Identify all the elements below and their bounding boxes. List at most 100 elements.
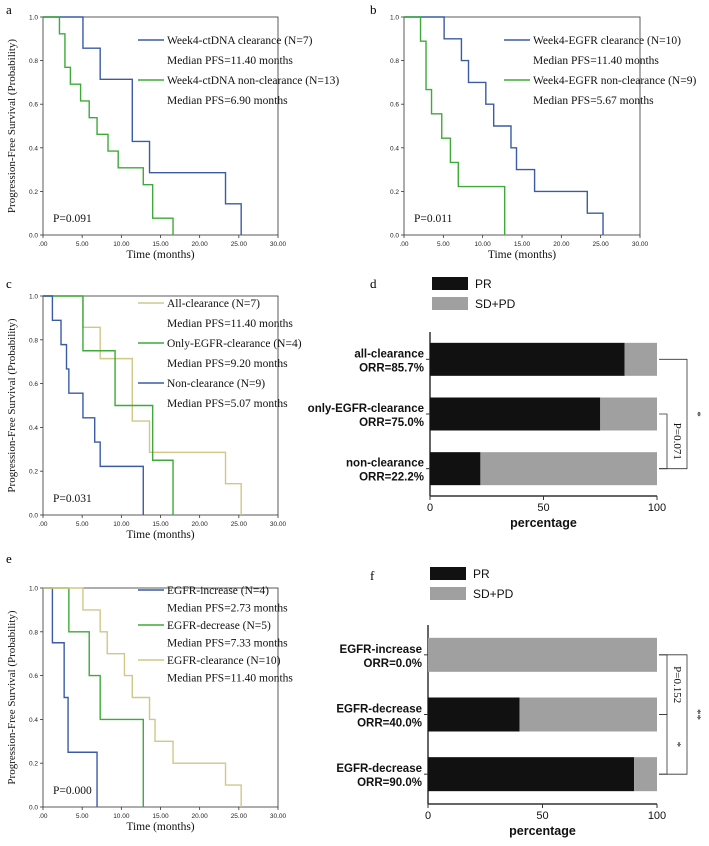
p-value-e: P=0.000 [53,785,92,797]
x-tick-label-e: 25.00 [231,813,248,820]
legend-median-c-0: Median PFS=11.40 months [167,318,293,330]
category-label-d-0: all-clearance [354,348,424,360]
km-curve-a-1 [43,16,174,235]
panel-letter-b: b [370,2,377,17]
significance-bracket-f-2 [659,714,668,775]
significance-bracket-f-0 [659,654,688,775]
y-tick-label-b: 1.0 [390,15,399,22]
km-curve-c-1 [43,295,174,515]
y-tick-label-a: 0.0 [29,233,38,240]
legend-swatch-f-0 [430,567,466,580]
y-tick-label-c: 1.0 [29,294,38,301]
x-tick-label-b: 15.00 [514,241,531,248]
legend-label-f-1: SD+PD [473,587,514,601]
km-curve-e-1 [43,587,144,807]
p-value-a: P=0.091 [53,213,92,225]
km-curve-e-0 [43,587,98,807]
x-axis-label-c: Time (months) [126,529,194,541]
legend-median-e-2: Median PFS=11.40 months [167,673,293,685]
y-tick-label-c: 0.6 [29,381,38,388]
y-tick-label-a: 1.0 [29,15,38,22]
significance-label-f-2: * [671,742,683,748]
bar-sdpd-f-0 [428,637,657,672]
category-label-d-1: only-EGFR-clearance [308,403,424,415]
x-tick-label-b: 30.00 [632,241,649,248]
x-tick-label-d: 0 [427,502,433,514]
x-axis-label-e: Time (months) [126,821,194,833]
legend-median-e-1: Median PFS=7.33 months [167,638,288,650]
x-tick-label-c: 25.00 [231,521,248,528]
panel-letter-f: f [370,568,375,583]
x-axis-label-d: percentage [510,516,577,530]
x-tick-label-a: .00 [38,241,47,248]
x-tick-label-b: 10.00 [475,241,492,248]
y-axis-label-e: Progression-Free Survival (Probability) [6,610,18,784]
legend-label-d-1: SD+PD [475,297,516,311]
legend-name-c-0: All-clearance (N=7) [167,298,260,310]
bar-pr-f-1 [428,697,520,732]
orr-label-d-2: ORR=22.2% [359,472,424,484]
p-value-b: P=0.011 [414,213,453,225]
panel-letter-c: c [6,276,12,291]
y-tick-label-e: 0.0 [29,805,38,812]
panel-letter-a: a [6,2,12,17]
legend-label-d-0: PR [475,277,492,291]
bar-sdpd-f-2 [634,757,657,792]
significance-label-d-0: * [691,411,703,417]
legend-median-a-0: Median PFS=11.40 months [167,55,293,67]
x-tick-label-e: 30.00 [270,813,287,820]
plot-frame-b [403,16,641,236]
x-tick-label-b: .00 [399,241,408,248]
y-tick-label-e: 0.8 [29,629,38,636]
km-curve-c-2 [43,295,144,515]
legend-name-e-2: EGFR-clearance (N=10) [167,655,281,667]
orr-label-d-1: ORR=75.0% [359,417,424,429]
x-tick-label-c: 30.00 [270,521,287,528]
legend-name-e-0: EGFR-increase (N=4) [167,585,269,597]
x-tick-label-d: 100 [648,502,666,514]
x-tick-label-b: 20.00 [553,241,570,248]
x-tick-label-b: 5.00 [437,241,450,248]
y-tick-label-b: 0.8 [390,58,399,65]
category-label-d-2: non-clearance [346,458,424,470]
legend-name-e-1: EGFR-decrease (N=5) [167,620,271,632]
legend-median-b-0: Median PFS=11.40 months [533,55,659,67]
significance-bracket-d-1 [659,413,668,470]
category-label-f-1: EGFR-decrease [336,704,422,716]
x-tick-label-c: 10.00 [113,521,130,528]
y-tick-label-b: 0.0 [390,233,399,240]
y-tick-label-a: 0.6 [29,102,38,109]
panel-letter-d: d [370,276,377,291]
x-axis-label-f: percentage [509,824,576,838]
x-tick-label-c: 5.00 [76,521,89,528]
x-tick-label-f: 0 [425,810,431,822]
legend-name-b-0: Week4-EGFR clearance (N=10) [533,35,681,47]
bar-sdpd-d-1 [600,397,657,431]
panel-letter-e: e [6,551,12,566]
y-axis-label-a: Progression-Free Survival (Probability) [6,39,18,213]
y-tick-label-e: 0.6 [29,673,38,680]
legend-swatch-d-0 [432,277,468,290]
x-tick-label-e: 10.00 [113,813,130,820]
bar-pr-d-2 [430,452,481,486]
legend-name-c-2: Non-clearance (N=9) [167,378,265,390]
km-curve-b-1 [404,16,506,235]
y-tick-label-a: 0.8 [29,58,38,65]
x-tick-label-a: 20.00 [192,241,209,248]
legend-name-a-0: Week4-ctDNA clearance (N=7) [167,35,313,47]
x-tick-label-e: 5.00 [76,813,89,820]
y-tick-label-c: 0.0 [29,513,38,520]
x-tick-label-a: 15.00 [152,241,169,248]
y-tick-label-c: 0.2 [29,469,38,476]
legend-swatch-f-1 [430,587,466,600]
x-tick-label-b: 25.00 [593,241,610,248]
bar-sdpd-f-1 [519,697,657,732]
x-axis-label-b: Time (months) [488,249,556,261]
x-tick-label-d: 50 [537,502,549,514]
legend-median-e-0: Median PFS=2.73 months [167,603,288,615]
y-tick-label-b: 0.2 [390,189,399,196]
y-tick-label-b: 0.4 [390,145,399,152]
km-curve-e-2 [43,587,242,807]
x-tick-label-c: 15.00 [152,521,169,528]
x-tick-label-f: 100 [648,810,666,822]
